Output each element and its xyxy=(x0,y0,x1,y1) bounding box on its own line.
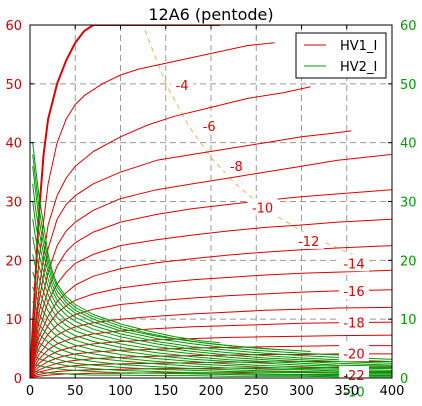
y-left-tick-label: 40 xyxy=(5,137,22,152)
y-right-tick-label: 50 xyxy=(400,78,417,93)
y-right-tick-label: 40 xyxy=(400,137,417,152)
hv2-curve-grid-0 xyxy=(32,142,221,344)
x-tick-label: 50 xyxy=(67,384,84,399)
hv2-curve-grid-minus36 xyxy=(32,370,392,378)
hv1-curve-grid-minus24 xyxy=(30,321,392,378)
y-left-tick-label: 50 xyxy=(5,78,22,93)
y-right-tick-label: 60 xyxy=(400,19,417,34)
x-tick-label: 250 xyxy=(244,384,269,399)
y-left-tick-label: 0 xyxy=(14,372,22,387)
curve-label-background xyxy=(338,281,369,299)
hv1-curve-grid-minus12 xyxy=(30,189,392,378)
hv1-curve-grid-minus18 xyxy=(30,269,392,378)
x-tick-label: 300 xyxy=(289,384,314,399)
legend-label-hv1: HV1_I xyxy=(340,39,377,54)
y-left-tick-label: 60 xyxy=(5,19,22,34)
curve-label: -14 xyxy=(343,257,364,272)
curve-label: -4 xyxy=(176,79,189,94)
curve-label: -10 xyxy=(343,386,364,401)
x-tick-label: 350 xyxy=(334,384,359,399)
curve-label: -18 xyxy=(343,317,364,332)
x-tick-label: 100 xyxy=(108,384,133,399)
legend-box xyxy=(295,32,387,79)
curve-label-background xyxy=(293,231,324,249)
hv1-curve-grid-minus32 xyxy=(30,361,392,378)
y-right-tick-label: 30 xyxy=(400,196,417,211)
curve-label: -6 xyxy=(203,120,216,135)
curve-label-background xyxy=(171,76,194,94)
hv2-curve-grid-minus16 xyxy=(32,254,392,366)
hv2-curve-grid-minus22 xyxy=(32,301,392,370)
hv1-curve-grid-minus22 xyxy=(30,306,392,378)
x-tick-label: 150 xyxy=(153,384,178,399)
chart-title: 12A6 (pentode) xyxy=(148,5,273,24)
curve-label: -10 xyxy=(252,201,273,216)
legend-label-hv2: HV2_I xyxy=(340,60,377,75)
hv2-curve-grid-minus8 xyxy=(32,183,352,357)
hv1-curve-grid-minus20 xyxy=(30,289,392,378)
curve-label-background xyxy=(338,254,369,272)
hv2-curve-grid-minus28 xyxy=(32,336,392,374)
legend: HV1_I HV2_I xyxy=(295,32,387,79)
curve-label: -8 xyxy=(230,160,243,175)
curve-label-background xyxy=(247,198,278,216)
hv2-curve-grid-minus24 xyxy=(32,314,392,371)
axis-ticks: 0 50 100 150 200 250 300 350 4000102030405060010… xyxy=(5,19,416,399)
hv2-curve-grid-minus14 xyxy=(32,236,392,364)
hv2-curve-grid-minus34 xyxy=(32,363,392,377)
y-left-tick-label: 30 xyxy=(5,196,22,211)
curve-label: -16 xyxy=(343,285,364,300)
hv1-curve-grid-minus28 xyxy=(30,345,392,378)
x-tick-label: 200 xyxy=(199,384,224,399)
hv2-curve-grid-minus26 xyxy=(32,325,392,372)
y-right-tick-label: 0 xyxy=(400,372,408,387)
hv2-curve-grid-minus32 xyxy=(32,355,392,376)
hv1-curve-grid-minus6 xyxy=(30,86,311,378)
curve-label-background xyxy=(338,366,369,384)
hv1-curve-grid-minus16 xyxy=(30,245,392,378)
hv2-curve-grid-minus10 xyxy=(32,201,392,360)
curve-label-background xyxy=(338,382,369,400)
hv1-curve-grid-minus8 xyxy=(30,130,352,378)
hv1-curve-grid-minus14 xyxy=(30,218,392,378)
y-right-tick-label: 20 xyxy=(400,254,417,269)
hv2-curve-grid-minus20 xyxy=(32,286,392,368)
curve-label: -20 xyxy=(343,347,364,362)
hv2-curve-grid-minus18 xyxy=(32,271,392,367)
x-tick-label: 400 xyxy=(380,384,405,399)
y-left-tick-label: 20 xyxy=(5,254,22,269)
curve-label: -12 xyxy=(298,235,319,250)
curve-label-background xyxy=(198,117,221,135)
curve-labels: -4 -6 -8 -10 -12 -14 -16 -18 -20 -22 -10 xyxy=(171,76,369,401)
curve-label: -22 xyxy=(343,369,364,384)
hv1-curve-grid-minus26 xyxy=(30,334,392,378)
y-left-tick-label: 10 xyxy=(5,313,22,328)
hv2-curve-grid-minus30 xyxy=(32,346,392,375)
x-tick-label: 0 xyxy=(26,384,34,399)
hv1-curve-grid-0 xyxy=(30,25,221,378)
hv2-curve-grid-minus12 xyxy=(32,219,392,362)
curves xyxy=(30,25,392,378)
y-right-tick-label: 10 xyxy=(400,313,417,328)
curve-label-background xyxy=(338,313,369,331)
hv2-curve-grid-minus6 xyxy=(32,166,311,352)
curve-label-background xyxy=(225,157,248,175)
curve-label-background xyxy=(338,344,369,362)
